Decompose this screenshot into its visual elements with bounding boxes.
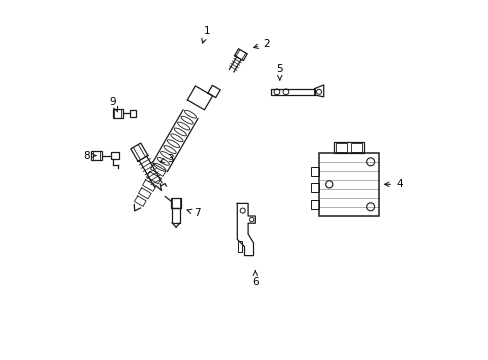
Bar: [311, 184, 319, 192]
Bar: [319, 153, 378, 216]
Bar: [172, 208, 180, 223]
Bar: [336, 143, 346, 152]
Bar: [333, 142, 363, 153]
Bar: [271, 89, 314, 95]
Text: 4: 4: [384, 179, 402, 189]
Bar: [130, 110, 136, 117]
Text: 6: 6: [251, 271, 258, 287]
Bar: [311, 167, 319, 176]
Text: 5: 5: [276, 64, 283, 80]
Bar: [311, 199, 319, 209]
Bar: [91, 151, 102, 160]
Bar: [238, 241, 242, 252]
Text: 9: 9: [110, 96, 117, 112]
Text: 3: 3: [160, 154, 174, 164]
Bar: [170, 198, 181, 208]
Bar: [350, 143, 361, 152]
Text: 1: 1: [202, 26, 209, 43]
Bar: [111, 152, 119, 159]
Text: 8: 8: [83, 150, 96, 161]
Text: 7: 7: [187, 208, 200, 218]
Text: 2: 2: [253, 39, 269, 49]
Bar: [113, 109, 122, 118]
